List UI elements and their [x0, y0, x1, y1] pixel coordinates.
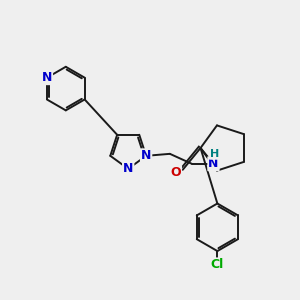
Text: Cl: Cl	[211, 258, 224, 272]
Text: O: O	[170, 166, 181, 179]
Text: N: N	[141, 149, 151, 162]
Text: N: N	[123, 162, 134, 175]
Text: N: N	[208, 157, 219, 170]
Text: N: N	[42, 71, 52, 84]
Text: H: H	[210, 149, 219, 159]
